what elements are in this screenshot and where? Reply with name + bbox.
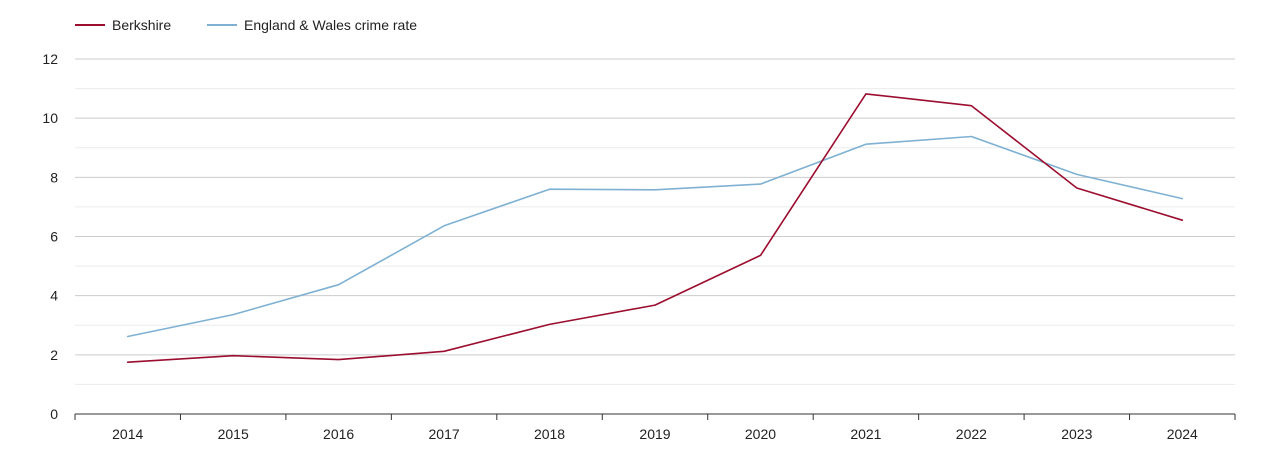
legend-label-england-wales: England & Wales crime rate bbox=[244, 17, 417, 33]
legend-item-berkshire[interactable]: Berkshire bbox=[75, 17, 171, 33]
data-point-berkshire[interactable] bbox=[758, 253, 762, 257]
data-point-berkshire[interactable] bbox=[231, 354, 235, 358]
data-point-england-wales-crime-rate[interactable] bbox=[1180, 197, 1184, 201]
data-point-berkshire[interactable] bbox=[442, 349, 446, 353]
data-point-berkshire[interactable] bbox=[1180, 218, 1184, 222]
x-tick-label: 2017 bbox=[429, 426, 460, 442]
x-tick-label: 2015 bbox=[218, 426, 249, 442]
x-tick-label: 2018 bbox=[534, 426, 565, 442]
x-tick-label: 2024 bbox=[1167, 426, 1198, 442]
x-tick-label: 2016 bbox=[323, 426, 354, 442]
series-line-england-wales-crime-rate bbox=[126, 135, 1184, 338]
x-tick-label: 2019 bbox=[639, 426, 670, 442]
legend-item-england-wales[interactable]: England & Wales crime rate bbox=[207, 17, 417, 33]
y-tick-label: 8 bbox=[50, 169, 58, 185]
data-point-berkshire[interactable] bbox=[969, 104, 973, 108]
data-point-england-wales-crime-rate[interactable] bbox=[864, 142, 868, 146]
data-point-berkshire[interactable] bbox=[864, 92, 868, 96]
data-point-berkshire[interactable] bbox=[1075, 186, 1079, 190]
x-axis-tick-labels: 2014 2015 2016 2017 2018 2019 2020 2021 2022 2023… bbox=[74, 414, 1236, 442]
data-point-england-wales-crime-rate[interactable] bbox=[231, 313, 235, 317]
data-point-england-wales-crime-rate[interactable] bbox=[653, 188, 657, 192]
data-point-england-wales-crime-rate[interactable] bbox=[969, 135, 973, 139]
data-point-berkshire[interactable] bbox=[653, 303, 657, 307]
x-tick-label: 2014 bbox=[112, 426, 143, 442]
legend-label-berkshire: Berkshire bbox=[112, 17, 171, 33]
y-tick-label: 2 bbox=[50, 347, 58, 363]
data-point-england-wales-crime-rate[interactable] bbox=[548, 187, 552, 191]
x-tick-label: 2022 bbox=[956, 426, 987, 442]
data-point-berkshire[interactable] bbox=[337, 358, 341, 362]
data-point-england-wales-crime-rate[interactable] bbox=[1075, 172, 1079, 176]
legend: Berkshire England & Wales crime rate bbox=[75, 17, 417, 33]
data-point-england-wales-crime-rate[interactable] bbox=[442, 224, 446, 228]
x-tick-label: 2020 bbox=[745, 426, 776, 442]
y-tick-label: 0 bbox=[50, 406, 58, 422]
data-point-england-wales-crime-rate[interactable] bbox=[126, 334, 130, 338]
y-tick-label: 12 bbox=[42, 51, 58, 67]
data-point-england-wales-crime-rate[interactable] bbox=[337, 283, 341, 287]
y-tick-label: 6 bbox=[50, 229, 58, 245]
y-axis-tick-labels: 0 2 4 6 8 10 12 bbox=[42, 51, 58, 422]
y-tick-label: 10 bbox=[42, 110, 58, 126]
x-tick-label: 2021 bbox=[850, 426, 881, 442]
gridlines bbox=[75, 58, 1235, 385]
series-line-berkshire bbox=[126, 93, 1184, 364]
data-point-england-wales-crime-rate[interactable] bbox=[758, 182, 762, 186]
x-tick-label: 2023 bbox=[1061, 426, 1092, 442]
series-lines bbox=[126, 92, 1184, 364]
data-point-berkshire[interactable] bbox=[548, 322, 552, 326]
data-point-berkshire[interactable] bbox=[126, 360, 130, 364]
y-tick-label: 4 bbox=[50, 288, 58, 304]
